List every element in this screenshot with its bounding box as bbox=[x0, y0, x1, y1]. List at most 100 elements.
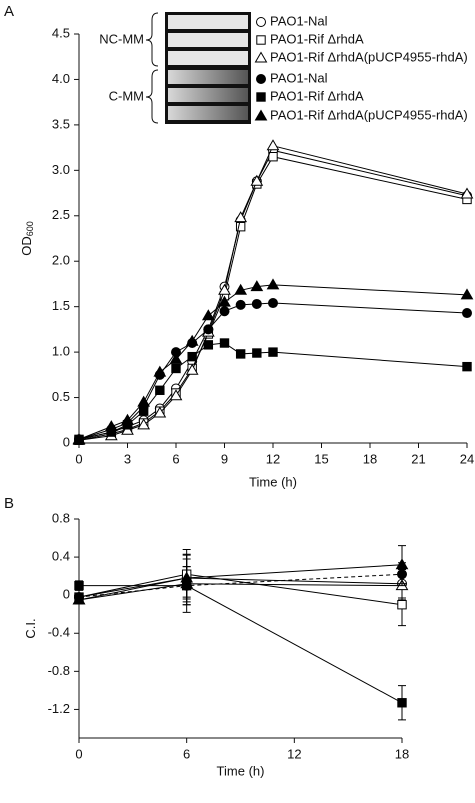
group-label: NC-MM bbox=[99, 31, 144, 46]
marker bbox=[266, 278, 280, 290]
x-tick-label: 6 bbox=[172, 451, 179, 466]
marker bbox=[219, 338, 230, 348]
panel-label: B bbox=[4, 495, 14, 512]
group-label: C-MM bbox=[109, 88, 144, 103]
marker bbox=[268, 347, 278, 357]
series-line bbox=[78, 577, 403, 598]
marker bbox=[462, 308, 472, 319]
y-tick-label: 0.8 bbox=[52, 510, 70, 525]
marker bbox=[72, 593, 86, 605]
marker bbox=[250, 280, 264, 292]
marker bbox=[104, 420, 118, 432]
marker bbox=[462, 361, 472, 372]
marker bbox=[251, 298, 262, 309]
marker bbox=[74, 580, 84, 591]
marker bbox=[72, 432, 86, 444]
y-tick-label: 1.0 bbox=[52, 344, 70, 359]
y-axis-label: C.I. bbox=[23, 618, 38, 638]
marker bbox=[460, 187, 474, 199]
y-tick-label: 4.0 bbox=[52, 71, 70, 86]
marker bbox=[185, 334, 199, 346]
x-tick-label: 12 bbox=[266, 451, 280, 466]
marker bbox=[460, 288, 474, 300]
gel-inset bbox=[145, 12, 251, 124]
marker bbox=[235, 221, 246, 232]
marker bbox=[187, 351, 197, 362]
marker bbox=[252, 348, 262, 358]
marker bbox=[171, 363, 181, 374]
x-tick-label: 21 bbox=[411, 451, 425, 466]
x-axis-label: Time (h) bbox=[217, 763, 265, 778]
marker bbox=[155, 385, 165, 395]
marker bbox=[234, 283, 248, 295]
x-tick-label: 15 bbox=[314, 451, 328, 466]
marker bbox=[169, 389, 183, 401]
panel-label: A bbox=[4, 3, 14, 20]
series-line bbox=[78, 342, 468, 440]
legend-marker bbox=[256, 74, 266, 84]
legend-marker bbox=[254, 109, 268, 121]
y-tick-label: -0.4 bbox=[48, 625, 70, 640]
marker bbox=[397, 599, 407, 610]
legend-label: PAO1-Rif ΔrhdA bbox=[270, 88, 364, 103]
x-tick-label: 6 bbox=[183, 746, 190, 761]
x-tick-label: 0 bbox=[75, 451, 82, 466]
marker bbox=[185, 363, 199, 375]
series-line bbox=[78, 302, 468, 440]
marker bbox=[235, 349, 246, 359]
x-tick-label: 18 bbox=[395, 746, 409, 761]
y-axis-label-part: C.I. bbox=[23, 618, 38, 638]
y-tick-label: 3.5 bbox=[52, 116, 70, 131]
marker bbox=[137, 418, 151, 430]
marker bbox=[234, 211, 248, 223]
y-tick-label: 2.5 bbox=[52, 207, 70, 222]
legend-label: PAO1-Nal bbox=[270, 70, 328, 85]
marker bbox=[169, 352, 183, 364]
marker bbox=[203, 324, 214, 335]
y-tick-label: 2.0 bbox=[52, 253, 70, 268]
x-tick-label: 0 bbox=[75, 746, 82, 761]
y-axis-label-part: OD bbox=[19, 236, 34, 256]
marker bbox=[218, 295, 231, 307]
x-tick-label: 3 bbox=[124, 451, 131, 466]
marker bbox=[268, 152, 278, 162]
marker bbox=[397, 698, 407, 708]
series-line bbox=[78, 145, 468, 441]
series-line bbox=[78, 149, 468, 440]
legend-label: PAO1-Rif ΔrhdA bbox=[270, 31, 364, 46]
marker bbox=[268, 298, 278, 309]
legend-label: PAO1-Rif ΔrhdA(pUCP4955-rhdA) bbox=[270, 49, 468, 64]
x-tick-label: 24 bbox=[460, 451, 474, 466]
marker bbox=[121, 423, 134, 435]
legend-marker bbox=[256, 35, 266, 45]
marker bbox=[395, 558, 409, 570]
marker bbox=[137, 395, 151, 407]
marker bbox=[250, 174, 264, 186]
legend-marker bbox=[254, 51, 268, 63]
marker bbox=[153, 365, 167, 377]
x-tick-label: 12 bbox=[287, 746, 301, 761]
y-axis-label-part: 600 bbox=[25, 221, 35, 236]
marker bbox=[180, 571, 194, 583]
x-axis-label: Time (h) bbox=[249, 474, 297, 489]
marker bbox=[203, 340, 214, 350]
marker bbox=[138, 406, 149, 416]
series-line bbox=[79, 585, 403, 704]
legend-marker bbox=[256, 92, 266, 102]
y-tick-label: 0.5 bbox=[52, 389, 70, 404]
y-tick-label: 0 bbox=[63, 587, 70, 602]
y-tick-label: -1.2 bbox=[48, 701, 70, 716]
marker bbox=[219, 306, 230, 317]
y-tick-label: 1.5 bbox=[52, 298, 70, 313]
marker bbox=[235, 299, 246, 310]
marker bbox=[153, 406, 167, 418]
series-line bbox=[78, 573, 403, 606]
x-tick-label: 18 bbox=[363, 451, 377, 466]
y-tick-label: 4.5 bbox=[52, 25, 70, 40]
marker bbox=[201, 309, 215, 321]
legend-marker bbox=[256, 17, 266, 27]
x-tick-label: 9 bbox=[221, 451, 228, 466]
marker bbox=[266, 139, 280, 151]
y-tick-label: -0.8 bbox=[48, 663, 70, 678]
